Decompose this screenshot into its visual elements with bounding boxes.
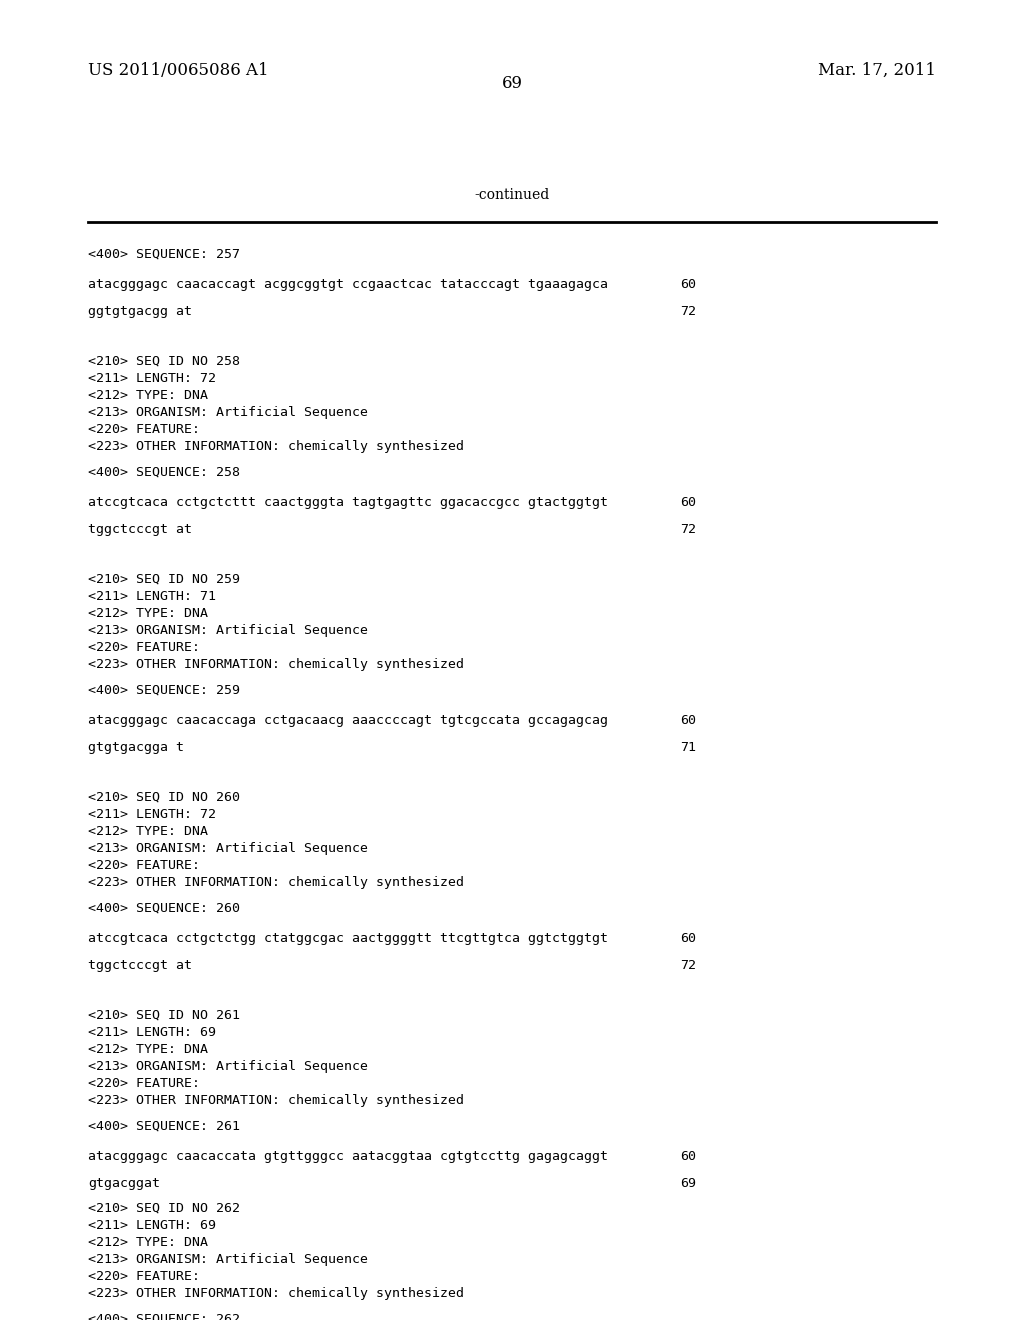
- Text: <223> OTHER INFORMATION: chemically synthesized: <223> OTHER INFORMATION: chemically synt…: [88, 1094, 464, 1107]
- Text: 69: 69: [680, 1177, 696, 1191]
- Text: <211> LENGTH: 71: <211> LENGTH: 71: [88, 590, 216, 603]
- Text: <211> LENGTH: 69: <211> LENGTH: 69: [88, 1218, 216, 1232]
- Text: atacgggagc caacaccata gtgttgggcc aatacggtaa cgtgtccttg gagagcaggt: atacgggagc caacaccata gtgttgggcc aatacgg…: [88, 1150, 608, 1163]
- Text: 71: 71: [680, 741, 696, 754]
- Text: <213> ORGANISM: Artificial Sequence: <213> ORGANISM: Artificial Sequence: [88, 624, 368, 638]
- Text: 72: 72: [680, 305, 696, 318]
- Text: 60: 60: [680, 932, 696, 945]
- Text: <223> OTHER INFORMATION: chemically synthesized: <223> OTHER INFORMATION: chemically synt…: [88, 440, 464, 453]
- Text: 60: 60: [680, 496, 696, 510]
- Text: <213> ORGANISM: Artificial Sequence: <213> ORGANISM: Artificial Sequence: [88, 407, 368, 418]
- Text: <211> LENGTH: 72: <211> LENGTH: 72: [88, 808, 216, 821]
- Text: 60: 60: [680, 279, 696, 290]
- Text: 72: 72: [680, 960, 696, 972]
- Text: <210> SEQ ID NO 260: <210> SEQ ID NO 260: [88, 791, 240, 804]
- Text: <210> SEQ ID NO 262: <210> SEQ ID NO 262: [88, 1203, 240, 1214]
- Text: <400> SEQUENCE: 261: <400> SEQUENCE: 261: [88, 1119, 240, 1133]
- Text: 60: 60: [680, 714, 696, 727]
- Text: <210> SEQ ID NO 258: <210> SEQ ID NO 258: [88, 355, 240, 368]
- Text: <213> ORGANISM: Artificial Sequence: <213> ORGANISM: Artificial Sequence: [88, 842, 368, 855]
- Text: <400> SEQUENCE: 260: <400> SEQUENCE: 260: [88, 902, 240, 915]
- Text: Mar. 17, 2011: Mar. 17, 2011: [818, 62, 936, 79]
- Text: US 2011/0065086 A1: US 2011/0065086 A1: [88, 62, 268, 79]
- Text: <400> SEQUENCE: 262: <400> SEQUENCE: 262: [88, 1313, 240, 1320]
- Text: atacgggagc caacaccagt acggcggtgt ccgaactcac tatacccagt tgaaagagca: atacgggagc caacaccagt acggcggtgt ccgaact…: [88, 279, 608, 290]
- Text: <223> OTHER INFORMATION: chemically synthesized: <223> OTHER INFORMATION: chemically synt…: [88, 1287, 464, 1300]
- Text: <220> FEATURE:: <220> FEATURE:: [88, 422, 200, 436]
- Text: <400> SEQUENCE: 258: <400> SEQUENCE: 258: [88, 466, 240, 479]
- Text: -continued: -continued: [474, 187, 550, 202]
- Text: <210> SEQ ID NO 261: <210> SEQ ID NO 261: [88, 1008, 240, 1022]
- Text: <400> SEQUENCE: 257: <400> SEQUENCE: 257: [88, 248, 240, 261]
- Text: <213> ORGANISM: Artificial Sequence: <213> ORGANISM: Artificial Sequence: [88, 1253, 368, 1266]
- Text: <220> FEATURE:: <220> FEATURE:: [88, 1077, 200, 1090]
- Text: atccgtcaca cctgctcttt caactgggta tagtgagttc ggacaccgcc gtactggtgt: atccgtcaca cctgctcttt caactgggta tagtgag…: [88, 496, 608, 510]
- Text: <213> ORGANISM: Artificial Sequence: <213> ORGANISM: Artificial Sequence: [88, 1060, 368, 1073]
- Text: 60: 60: [680, 1150, 696, 1163]
- Text: <210> SEQ ID NO 259: <210> SEQ ID NO 259: [88, 573, 240, 586]
- Text: 72: 72: [680, 523, 696, 536]
- Text: <212> TYPE: DNA: <212> TYPE: DNA: [88, 825, 208, 838]
- Text: <223> OTHER INFORMATION: chemically synthesized: <223> OTHER INFORMATION: chemically synt…: [88, 876, 464, 888]
- Text: tggctcccgt at: tggctcccgt at: [88, 960, 193, 972]
- Text: <211> LENGTH: 72: <211> LENGTH: 72: [88, 372, 216, 385]
- Text: <220> FEATURE:: <220> FEATURE:: [88, 642, 200, 653]
- Text: gtgtgacgga t: gtgtgacgga t: [88, 741, 184, 754]
- Text: <220> FEATURE:: <220> FEATURE:: [88, 1270, 200, 1283]
- Text: <223> OTHER INFORMATION: chemically synthesized: <223> OTHER INFORMATION: chemically synt…: [88, 657, 464, 671]
- Text: <220> FEATURE:: <220> FEATURE:: [88, 859, 200, 873]
- Text: 69: 69: [502, 75, 522, 92]
- Text: <212> TYPE: DNA: <212> TYPE: DNA: [88, 607, 208, 620]
- Text: atccgtcaca cctgctctgg ctatggcgac aactggggtt ttcgttgtca ggtctggtgt: atccgtcaca cctgctctgg ctatggcgac aactggg…: [88, 932, 608, 945]
- Text: <400> SEQUENCE: 259: <400> SEQUENCE: 259: [88, 684, 240, 697]
- Text: gtgacggat: gtgacggat: [88, 1177, 160, 1191]
- Text: <212> TYPE: DNA: <212> TYPE: DNA: [88, 1236, 208, 1249]
- Text: tggctcccgt at: tggctcccgt at: [88, 523, 193, 536]
- Text: <212> TYPE: DNA: <212> TYPE: DNA: [88, 389, 208, 403]
- Text: atacgggagc caacaccaga cctgacaacg aaaccccagt tgtcgccata gccagagcag: atacgggagc caacaccaga cctgacaacg aaacccc…: [88, 714, 608, 727]
- Text: ggtgtgacgg at: ggtgtgacgg at: [88, 305, 193, 318]
- Text: <211> LENGTH: 69: <211> LENGTH: 69: [88, 1026, 216, 1039]
- Text: <212> TYPE: DNA: <212> TYPE: DNA: [88, 1043, 208, 1056]
